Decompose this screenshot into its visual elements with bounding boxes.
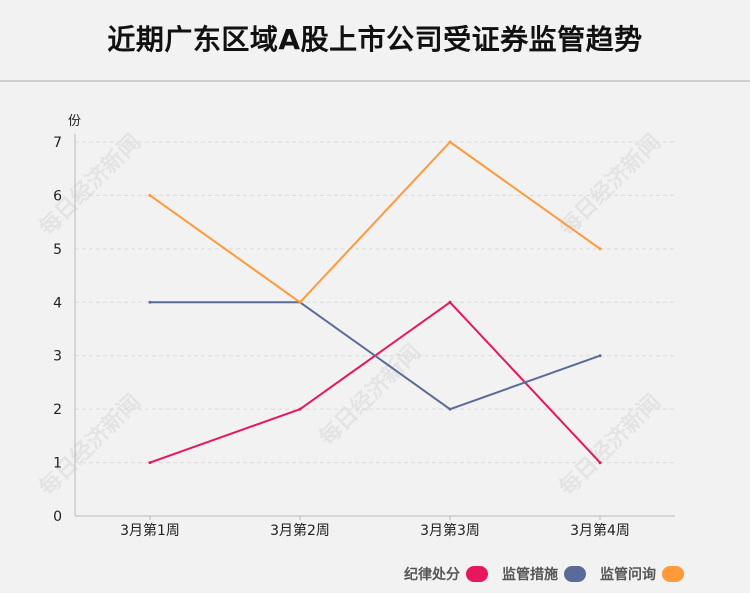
y-tick-label: 1	[53, 456, 62, 472]
legend-label: 监管问询	[600, 567, 656, 583]
y-tick-label: 5	[53, 242, 62, 258]
axes	[74, 134, 675, 517]
watermark-text: 每日经济新闻	[554, 389, 666, 501]
legend-label: 监管措施	[502, 567, 558, 583]
data-point	[148, 461, 152, 465]
legend-item-discipline: 纪律处分	[404, 564, 488, 584]
legend: 纪律处分 监管措施 监管问询	[404, 564, 684, 584]
tick-labels: 0 1 2 3 4 5 6 7份 3月第1周 3月第2周 3月第3周 3月第4周	[53, 114, 630, 539]
legend-swatch	[662, 566, 684, 582]
legend-label: 纪律处分	[404, 567, 460, 583]
data-point	[598, 247, 602, 251]
watermark-text: 每日经济新闻	[34, 129, 146, 241]
y-tick-label: 4	[53, 295, 62, 311]
series-lines	[148, 140, 602, 465]
watermark-text: 每日经济新闻	[34, 389, 146, 501]
data-point	[598, 461, 602, 465]
legend-item-inquiry: 监管问询	[600, 564, 684, 584]
x-tick-label: 3月第4周	[570, 522, 630, 539]
x-tick-label: 3月第1周	[120, 522, 180, 539]
chart-title: 近期广东区域A股上市公司受证券监管趋势	[107, 23, 643, 56]
legend-item-measures: 监管措施	[502, 564, 586, 584]
data-point	[298, 407, 302, 411]
y-tick-label: 2	[53, 402, 62, 418]
data-point	[448, 407, 452, 411]
y-axis-unit: 份	[68, 114, 81, 129]
data-point	[448, 140, 452, 144]
series-line-2	[149, 141, 601, 304]
data-point	[448, 300, 452, 304]
data-point	[148, 193, 152, 197]
x-tick-label: 3月第3周	[420, 522, 480, 539]
series-line-1	[150, 301, 601, 411]
x-tick-label: 3月第2周	[270, 522, 330, 539]
legend-swatch	[466, 566, 488, 582]
data-point	[148, 300, 152, 304]
y-tick-label: 0	[53, 509, 62, 525]
watermark-text: 每日经济新闻	[554, 129, 666, 241]
data-point	[298, 300, 302, 304]
title-divider	[0, 80, 750, 82]
data-point	[598, 354, 602, 358]
y-tick-label: 7	[53, 135, 62, 151]
legend-swatch	[564, 566, 586, 582]
y-tick-label: 6	[53, 188, 62, 204]
y-tick-label: 3	[53, 349, 62, 365]
